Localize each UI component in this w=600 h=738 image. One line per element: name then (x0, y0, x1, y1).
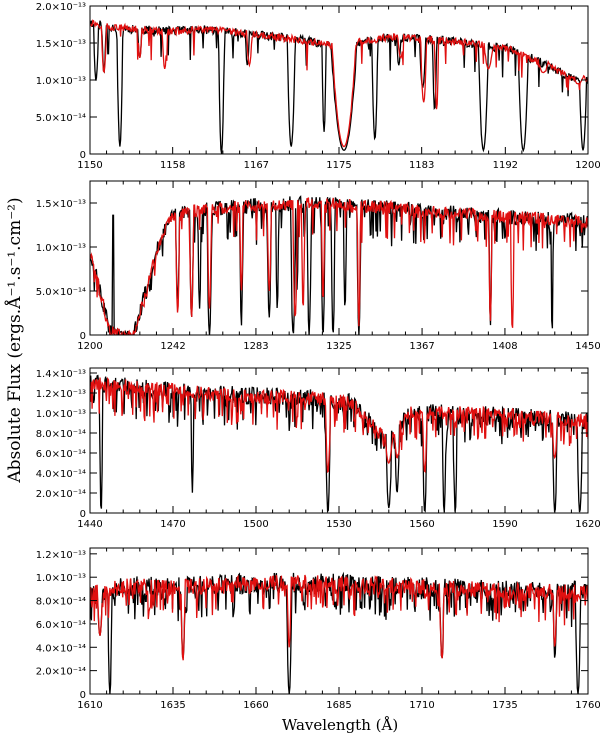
x-tick-label: 1530 (326, 519, 351, 530)
x-tick-label: 1408 (492, 341, 517, 352)
x-axis-title: Wavelength (Å) (282, 716, 398, 734)
y-tick-label: 1.0×10⁻¹³ (36, 573, 86, 584)
chart-panel-2: 1200 1242 1283 1325 1367 1408 1450 0 5.0×10⁻¹⁴ 1.… (36, 180, 600, 352)
x-tick-label: 1167 (244, 160, 269, 171)
chart-panel-1: 1150 1158 1167 1175 1183 1192 1200 0 5.0×10⁻¹⁴ 1.… (36, 2, 600, 171)
y-tick-label: 4.0×10⁻¹⁴ (36, 469, 86, 480)
y-tick-label: 8.0×10⁻¹⁴ (36, 597, 86, 608)
x-tick-label: 1610 (77, 700, 102, 711)
x-tick-label: 1440 (77, 519, 102, 530)
x-tick-label: 1192 (493, 160, 518, 171)
model-spectrum-line (90, 574, 588, 661)
y-tick-label: 2.0×10⁻¹³ (36, 2, 86, 13)
x-tick-label: 1635 (160, 700, 185, 711)
y-tick-label: 1.5×10⁻¹³ (36, 199, 86, 210)
y-tick-label: 0 (80, 150, 86, 161)
x-tick-label: 1760 (575, 700, 600, 711)
y-tick-label: 5.0×10⁻¹⁴ (36, 287, 86, 298)
x-tick-label: 1367 (409, 341, 434, 352)
model-spectrum-line (90, 197, 588, 335)
y-tick-label: 0 (80, 331, 86, 342)
y-tick-label: 1.0×10⁻¹³ (36, 243, 86, 254)
model-spectrum-line (90, 376, 588, 474)
x-tick-label: 1183 (409, 160, 434, 171)
x-tick-label: 1283 (243, 341, 268, 352)
x-tick-label: 1450 (575, 341, 600, 352)
model-spectrum-line (90, 19, 588, 148)
x-tick-label: 1325 (326, 341, 351, 352)
y-tick-label: 1.0×10⁻¹³ (36, 76, 86, 87)
y-tick-label: 1.0×10⁻¹³ (36, 409, 86, 420)
x-tick-label: 1470 (160, 519, 185, 530)
y-tick-label: 2.0×10⁻¹⁴ (36, 489, 86, 500)
x-tick-label: 1200 (77, 341, 102, 352)
y-tick-label: 1.4×10⁻¹³ (36, 369, 86, 380)
x-tick-label: 1710 (409, 700, 434, 711)
x-tick-label: 1175 (326, 160, 351, 171)
x-tick-label: 1560 (409, 519, 434, 530)
y-tick-label: 2.0×10⁻¹⁴ (36, 667, 86, 678)
panels: 1150 1158 1167 1175 1183 1192 120005.0×10⁻¹⁴1.… (36, 2, 600, 711)
y-tick-label: 0 (80, 509, 86, 520)
plot-frame (89, 547, 589, 695)
y-tick-label: 6.0×10⁻¹⁴ (36, 449, 86, 460)
x-tick-label: 1242 (160, 341, 185, 352)
y-tick-label: 1.2×10⁻¹³ (36, 550, 86, 561)
x-tick-label: 1660 (243, 700, 268, 711)
x-tick-label: 1590 (492, 519, 517, 530)
y-tick-label: 4.0×10⁻¹⁴ (36, 643, 86, 654)
chart-panel-4: 1610 1635 1660 1685 1710 1735 1760 0 2.0×10⁻¹⁴ 4.… (36, 547, 600, 711)
x-tick-label: 1500 (243, 519, 268, 530)
x-tick-label: 1200 (575, 160, 600, 171)
x-tick-label: 1735 (492, 700, 517, 711)
y-axis-title: Absolute Flux (ergs.Å⁻¹.s⁻¹.cm⁻²) (4, 197, 25, 483)
y-tick-label: 1.2×10⁻¹³ (36, 389, 86, 400)
y-tick-label: 0 (80, 690, 86, 701)
y-tick-label: 8.0×10⁻¹⁴ (36, 429, 86, 440)
x-tick-label: 1158 (160, 160, 185, 171)
y-tick-label: 1.5×10⁻¹³ (36, 39, 86, 50)
y-tick-label: 5.0×10⁻¹⁴ (36, 113, 86, 124)
chart-panel-3: 1440 1470 1500 1530 1560 1590 1620 0 2.0×10⁻¹⁴ 4.… (36, 367, 600, 530)
x-tick-label: 1620 (575, 519, 600, 530)
y-tick-label: 6.0×10⁻¹⁴ (36, 620, 86, 631)
x-tick-label: 1685 (326, 700, 351, 711)
x-tick-label: 1150 (77, 160, 102, 171)
